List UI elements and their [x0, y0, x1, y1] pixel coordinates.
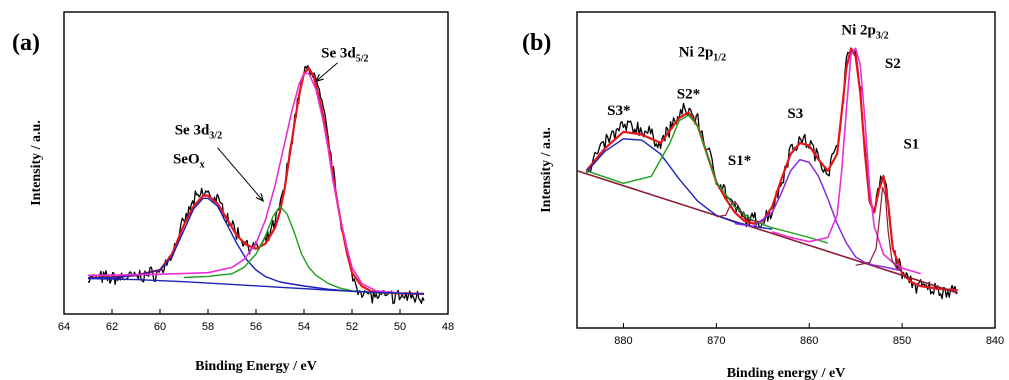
- series-raw: [586, 49, 958, 300]
- panel-a-letter: (a): [12, 30, 40, 56]
- series-component-s3: [734, 158, 903, 272]
- x-tick-label: 840: [986, 335, 1004, 347]
- x-tick-label: 48: [442, 321, 454, 333]
- panel-b-x-ticks: 880 870 860 850 840: [614, 323, 1004, 347]
- panel-a-x-ticks: 64 62 60 58 56 54 52 50 48: [58, 309, 454, 333]
- annotation-ni2p12: Ni 2p1/2: [679, 45, 726, 64]
- series-component-s2star: [586, 114, 829, 244]
- x-tick-label: 62: [106, 321, 118, 333]
- panel-a-frame: [63, 11, 449, 315]
- annotation-s3: S3: [787, 106, 803, 122]
- panel-b-x-axis-title: Binding energy / eV: [727, 366, 846, 380]
- x-tick-label: 870: [707, 335, 725, 347]
- panel-b-letter: (b): [522, 30, 551, 56]
- annotation-s3star: S3*: [607, 103, 630, 119]
- panel-a-x-axis-title: Binding Energy / eV: [195, 359, 317, 374]
- panel-a-series: [87, 64, 425, 305]
- series-background: [576, 170, 959, 294]
- panel-b-annotations: S3* S2* Ni 2p1/2 S1* S3 Ni 2p3/2 S2 S1: [607, 22, 919, 169]
- x-tick-label: 850: [893, 335, 911, 347]
- series-raw: [87, 64, 425, 305]
- x-tick-label: 60: [154, 321, 166, 333]
- panel-b-series: [576, 47, 959, 300]
- annotation-se3d32: Se 3d3/2: [175, 122, 222, 141]
- annotation-seox: SeOx: [173, 152, 205, 171]
- x-tick-label: 64: [58, 321, 70, 333]
- panel-b-y-axis-title: Intensity / a.u.: [539, 127, 554, 213]
- series-background: [87, 277, 425, 295]
- series-component-s2: [771, 47, 921, 275]
- panel-a: (a) 64 62 60 58 56 54 52 50 48 SeOx Se 3d3/2 Se 3d…: [12, 11, 454, 374]
- x-tick-label: 52: [346, 321, 358, 333]
- x-tick-label: 880: [614, 335, 632, 347]
- series-envelope: [585, 47, 958, 292]
- x-tick-label: 54: [298, 321, 310, 333]
- panel-a-y-axis-title: Intensity / a.u.: [29, 120, 44, 206]
- x-tick-label: 50: [394, 321, 406, 333]
- annotation-s2star: S2*: [677, 86, 700, 102]
- series-component-s3star: [585, 138, 773, 230]
- arrow-se3d52-shaft: [315, 62, 338, 82]
- series-component-se3d52: [87, 72, 401, 294]
- series-component-se3d32: [183, 205, 401, 295]
- x-tick-label: 58: [202, 321, 214, 333]
- panel-a-annotations: SeOx Se 3d3/2 Se 3d5/2: [173, 45, 368, 202]
- series-component-s1: [855, 186, 903, 272]
- annotation-se3d52: Se 3d5/2: [321, 45, 368, 64]
- panel-b: (b) 880 870 860 850 840 S3* S2* Ni 2p1/2 S1* S3 N…: [522, 11, 1004, 380]
- panel-b-frame: [576, 11, 996, 329]
- series-envelope: [87, 67, 425, 295]
- series-component-s1star: [716, 200, 763, 223]
- x-tick-label: 56: [250, 321, 262, 333]
- annotation-s1star: S1*: [728, 153, 751, 169]
- x-tick-label: 860: [800, 335, 818, 347]
- arrow-se3d32-head: [255, 193, 265, 202]
- arrow-se3d32-shaft: [217, 147, 264, 202]
- annotation-s2: S2: [885, 56, 901, 72]
- annotation-ni2p32: Ni 2p3/2: [841, 22, 888, 41]
- annotation-s1: S1: [903, 137, 919, 153]
- arrow-se3d52-head: [314, 73, 324, 83]
